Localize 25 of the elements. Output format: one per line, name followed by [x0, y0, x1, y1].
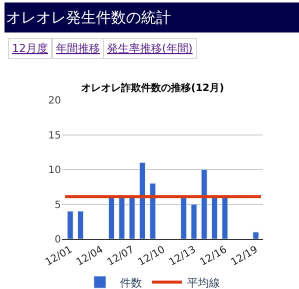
- bar: [77, 210, 84, 239]
- y-tick-label: 10: [48, 165, 61, 176]
- bar: [118, 197, 125, 239]
- y-tick-label: 15: [48, 130, 61, 142]
- bar: [129, 197, 136, 239]
- bar: [67, 210, 74, 239]
- y-tick-label: 5: [54, 200, 61, 211]
- bar: [190, 204, 198, 239]
- y-tick-label: 0: [54, 234, 61, 246]
- chart-title: オレオレ発生件数の統計: [6, 8, 171, 26]
- legend-label: 件数: [120, 276, 142, 289]
- text: 年間推移: [56, 42, 100, 55]
- chart-subtitle: オレオレ詐欺件数の推移(12月): [81, 82, 224, 94]
- bar: [211, 197, 218, 239]
- text: 12月度: [12, 42, 48, 55]
- bar: [222, 197, 228, 239]
- bar: [201, 169, 208, 239]
- bar: [252, 232, 259, 239]
- y-tick-label: 20: [48, 96, 61, 106]
- bar: [108, 197, 115, 239]
- bar: [150, 183, 156, 239]
- text: 発生率推移(年間): [107, 42, 193, 55]
- bar: [180, 197, 187, 239]
- bar: [139, 162, 146, 239]
- legend-label: 平均線: [186, 276, 220, 289]
